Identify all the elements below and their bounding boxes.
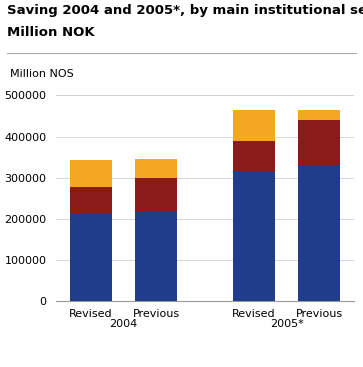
Bar — [135, 159, 178, 178]
Bar — [298, 120, 340, 165]
Text: 2005*: 2005* — [270, 319, 303, 330]
Text: Million NOK: Million NOK — [7, 26, 95, 39]
Bar — [70, 160, 112, 187]
Bar — [233, 172, 275, 301]
Bar — [298, 110, 340, 120]
Bar — [135, 211, 178, 301]
Bar — [70, 212, 112, 301]
Text: Saving 2004 and 2005*, by main institutional sector.: Saving 2004 and 2005*, by main instituti… — [7, 4, 363, 17]
Text: Million NOS: Million NOS — [10, 69, 74, 79]
Bar — [135, 178, 178, 211]
Bar — [298, 165, 340, 301]
Text: 2004: 2004 — [110, 319, 138, 330]
Bar — [70, 187, 112, 212]
Bar — [233, 141, 275, 172]
Bar — [233, 110, 275, 141]
